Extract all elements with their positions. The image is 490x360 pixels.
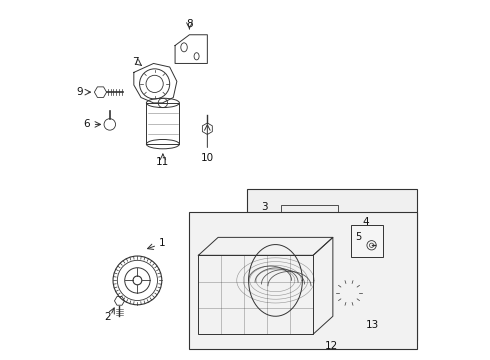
Text: 11: 11 [156,157,170,167]
Text: 6: 6 [83,120,90,129]
Text: 13: 13 [366,320,379,330]
Text: 7: 7 [132,57,139,67]
Text: 9: 9 [76,87,83,97]
Text: 1: 1 [159,238,166,248]
Bar [147,103,179,144]
Bar [247,189,417,339]
Text: 8: 8 [186,19,193,29]
Text: 12: 12 [324,341,338,351]
Text: 10: 10 [201,153,214,163]
Bar [198,255,313,334]
Text: 4: 4 [362,217,369,227]
Bar [281,205,338,241]
Text: 3: 3 [261,202,268,212]
Text: 5: 5 [355,232,361,242]
Text: 2: 2 [105,312,111,322]
Bar [190,212,417,348]
Bar [351,225,383,257]
